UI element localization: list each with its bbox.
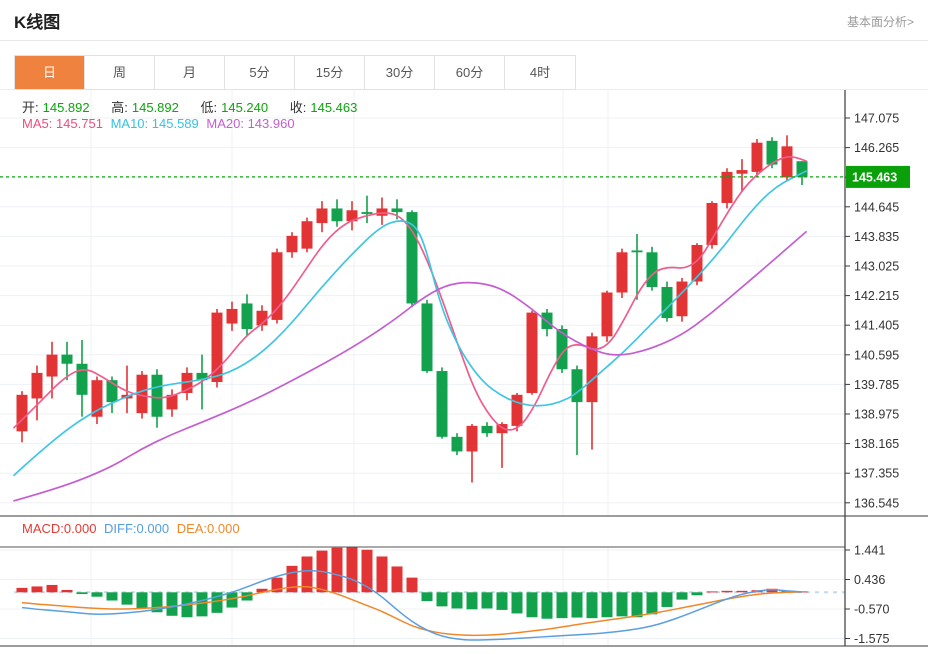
svg-text:143.835: 143.835 xyxy=(854,230,899,244)
ma-legend: MA5: 145.751 MA10: 145.589 MA20: 143.960 xyxy=(22,116,299,131)
tab-60min[interactable]: 60分 xyxy=(435,56,505,89)
svg-text:145.463: 145.463 xyxy=(852,170,897,184)
close-value: 145.463 xyxy=(310,100,358,115)
svg-text:138.975: 138.975 xyxy=(854,408,899,422)
dea-value-legend: DEA:0.000 xyxy=(176,521,240,536)
price-axis-labels: 147.075 146.265 144.645 143.835 143.025 142.2… xyxy=(845,112,899,646)
macd-legend: MACD:0.000 DIFF:0.000 DEA:0.000 xyxy=(22,521,244,536)
diff-value-legend: DIFF:0.000 xyxy=(104,521,170,536)
tab-day[interactable]: 日 xyxy=(15,56,85,89)
svg-text:147.075: 147.075 xyxy=(854,112,899,126)
svg-text:144.645: 144.645 xyxy=(854,200,899,214)
svg-text:139.785: 139.785 xyxy=(854,378,899,392)
open-label: 开: xyxy=(22,100,39,115)
tab-month[interactable]: 月 xyxy=(155,56,225,89)
svg-text:146.265: 146.265 xyxy=(854,141,899,155)
svg-text:136.545: 136.545 xyxy=(854,496,899,510)
header-divider xyxy=(0,40,928,41)
period-tabbar: 日周月 5分 15分 30分 60分 4时 xyxy=(14,55,576,90)
svg-text:138.165: 138.165 xyxy=(854,437,899,451)
macd-value-legend: MACD:0.000 xyxy=(22,521,97,536)
ma5-legend: MA5: 145.751 xyxy=(22,116,103,131)
fundamental-analysis-link[interactable]: 基本面分析> xyxy=(846,15,914,29)
svg-text:0.436: 0.436 xyxy=(854,573,885,587)
svg-text:1.441: 1.441 xyxy=(854,544,885,558)
ma-lines xyxy=(13,155,807,502)
svg-text:140.595: 140.595 xyxy=(854,348,899,362)
svg-text:-0.570: -0.570 xyxy=(854,603,889,617)
current-price-tag: 145.463 xyxy=(846,165,910,188)
low-label: 低: xyxy=(200,100,218,115)
low-value: 145.240 xyxy=(221,100,269,115)
page-title: K线图 xyxy=(14,13,61,32)
close-label: 收: xyxy=(289,100,307,115)
tab-4hour[interactable]: 4时 xyxy=(529,65,551,80)
tab-15min[interactable]: 15分 xyxy=(295,56,365,89)
ohlc-legend: 开: 145.892 高: 145.892 低: 145.240 收: 145.463 xyxy=(22,97,375,116)
high-label: 高: xyxy=(111,100,128,115)
panel-borders xyxy=(0,90,928,647)
open-value: 145.892 xyxy=(42,100,90,115)
tab-30min[interactable]: 30分 xyxy=(365,56,435,89)
svg-text:143.025: 143.025 xyxy=(854,260,899,274)
ma10-legend: MA10: 145.589 xyxy=(110,116,199,131)
ma20-legend: MA20: 143.960 xyxy=(206,116,295,131)
high-value: 145.892 xyxy=(131,100,179,115)
candles xyxy=(16,135,808,483)
svg-text:142.215: 142.215 xyxy=(854,289,899,303)
macd-bars xyxy=(16,546,808,619)
tab-week[interactable]: 周 xyxy=(85,56,155,89)
svg-text:-1.575: -1.575 xyxy=(854,632,889,646)
macd-lines xyxy=(21,570,803,641)
svg-text:137.355: 137.355 xyxy=(854,467,899,481)
svg-text:141.405: 141.405 xyxy=(854,319,899,333)
tab-5min[interactable]: 5分 xyxy=(225,56,295,89)
